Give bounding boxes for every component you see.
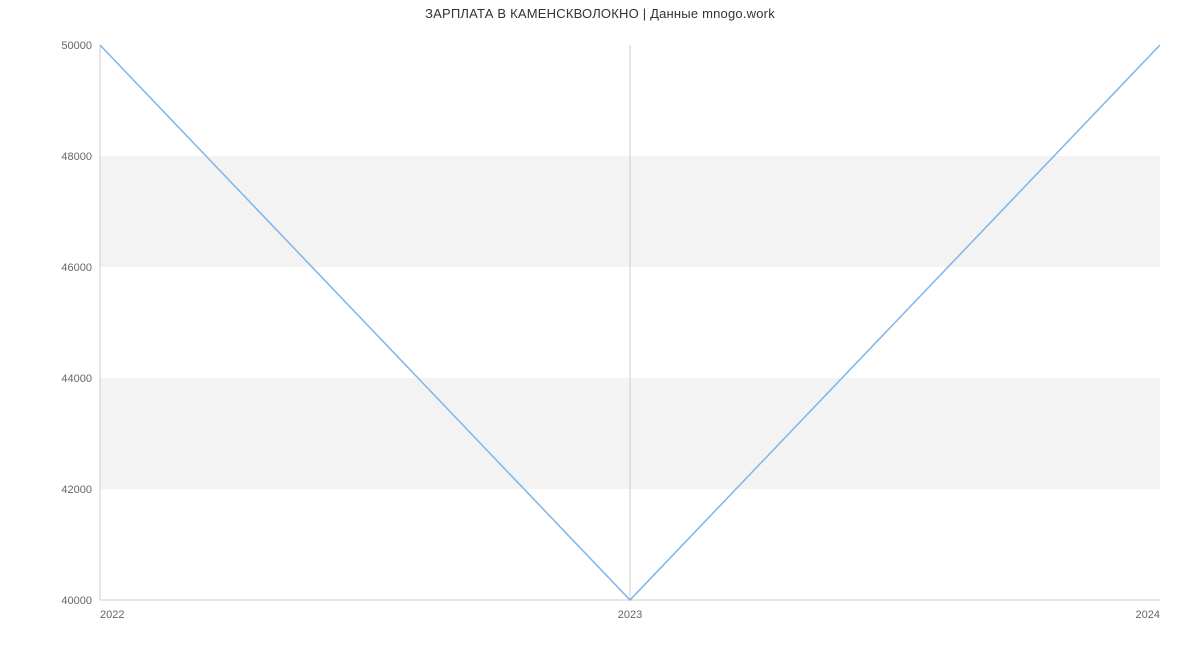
y-tick-label: 40000: [61, 595, 92, 607]
x-tick-label: 2022: [100, 609, 124, 621]
y-tick-label: 48000: [61, 151, 92, 163]
chart-svg: 40000 42000 44000 46000 48000 50000 2022 2023 20…: [0, 0, 1200, 650]
chart-title: ЗАРПЛАТА В КАМЕНСКВОЛОКНО | Данные mnogo…: [0, 6, 1200, 21]
line-chart: ЗАРПЛАТА В КАМЕНСКВОЛОКНО | Данные mnogo…: [0, 0, 1200, 650]
x-tick-label: 2023: [618, 609, 642, 621]
y-tick-label: 50000: [61, 40, 92, 52]
x-tick-label: 2024: [1136, 609, 1160, 621]
y-tick-label: 44000: [61, 373, 92, 385]
y-tick-label: 46000: [61, 262, 92, 274]
y-tick-label: 42000: [61, 484, 92, 496]
